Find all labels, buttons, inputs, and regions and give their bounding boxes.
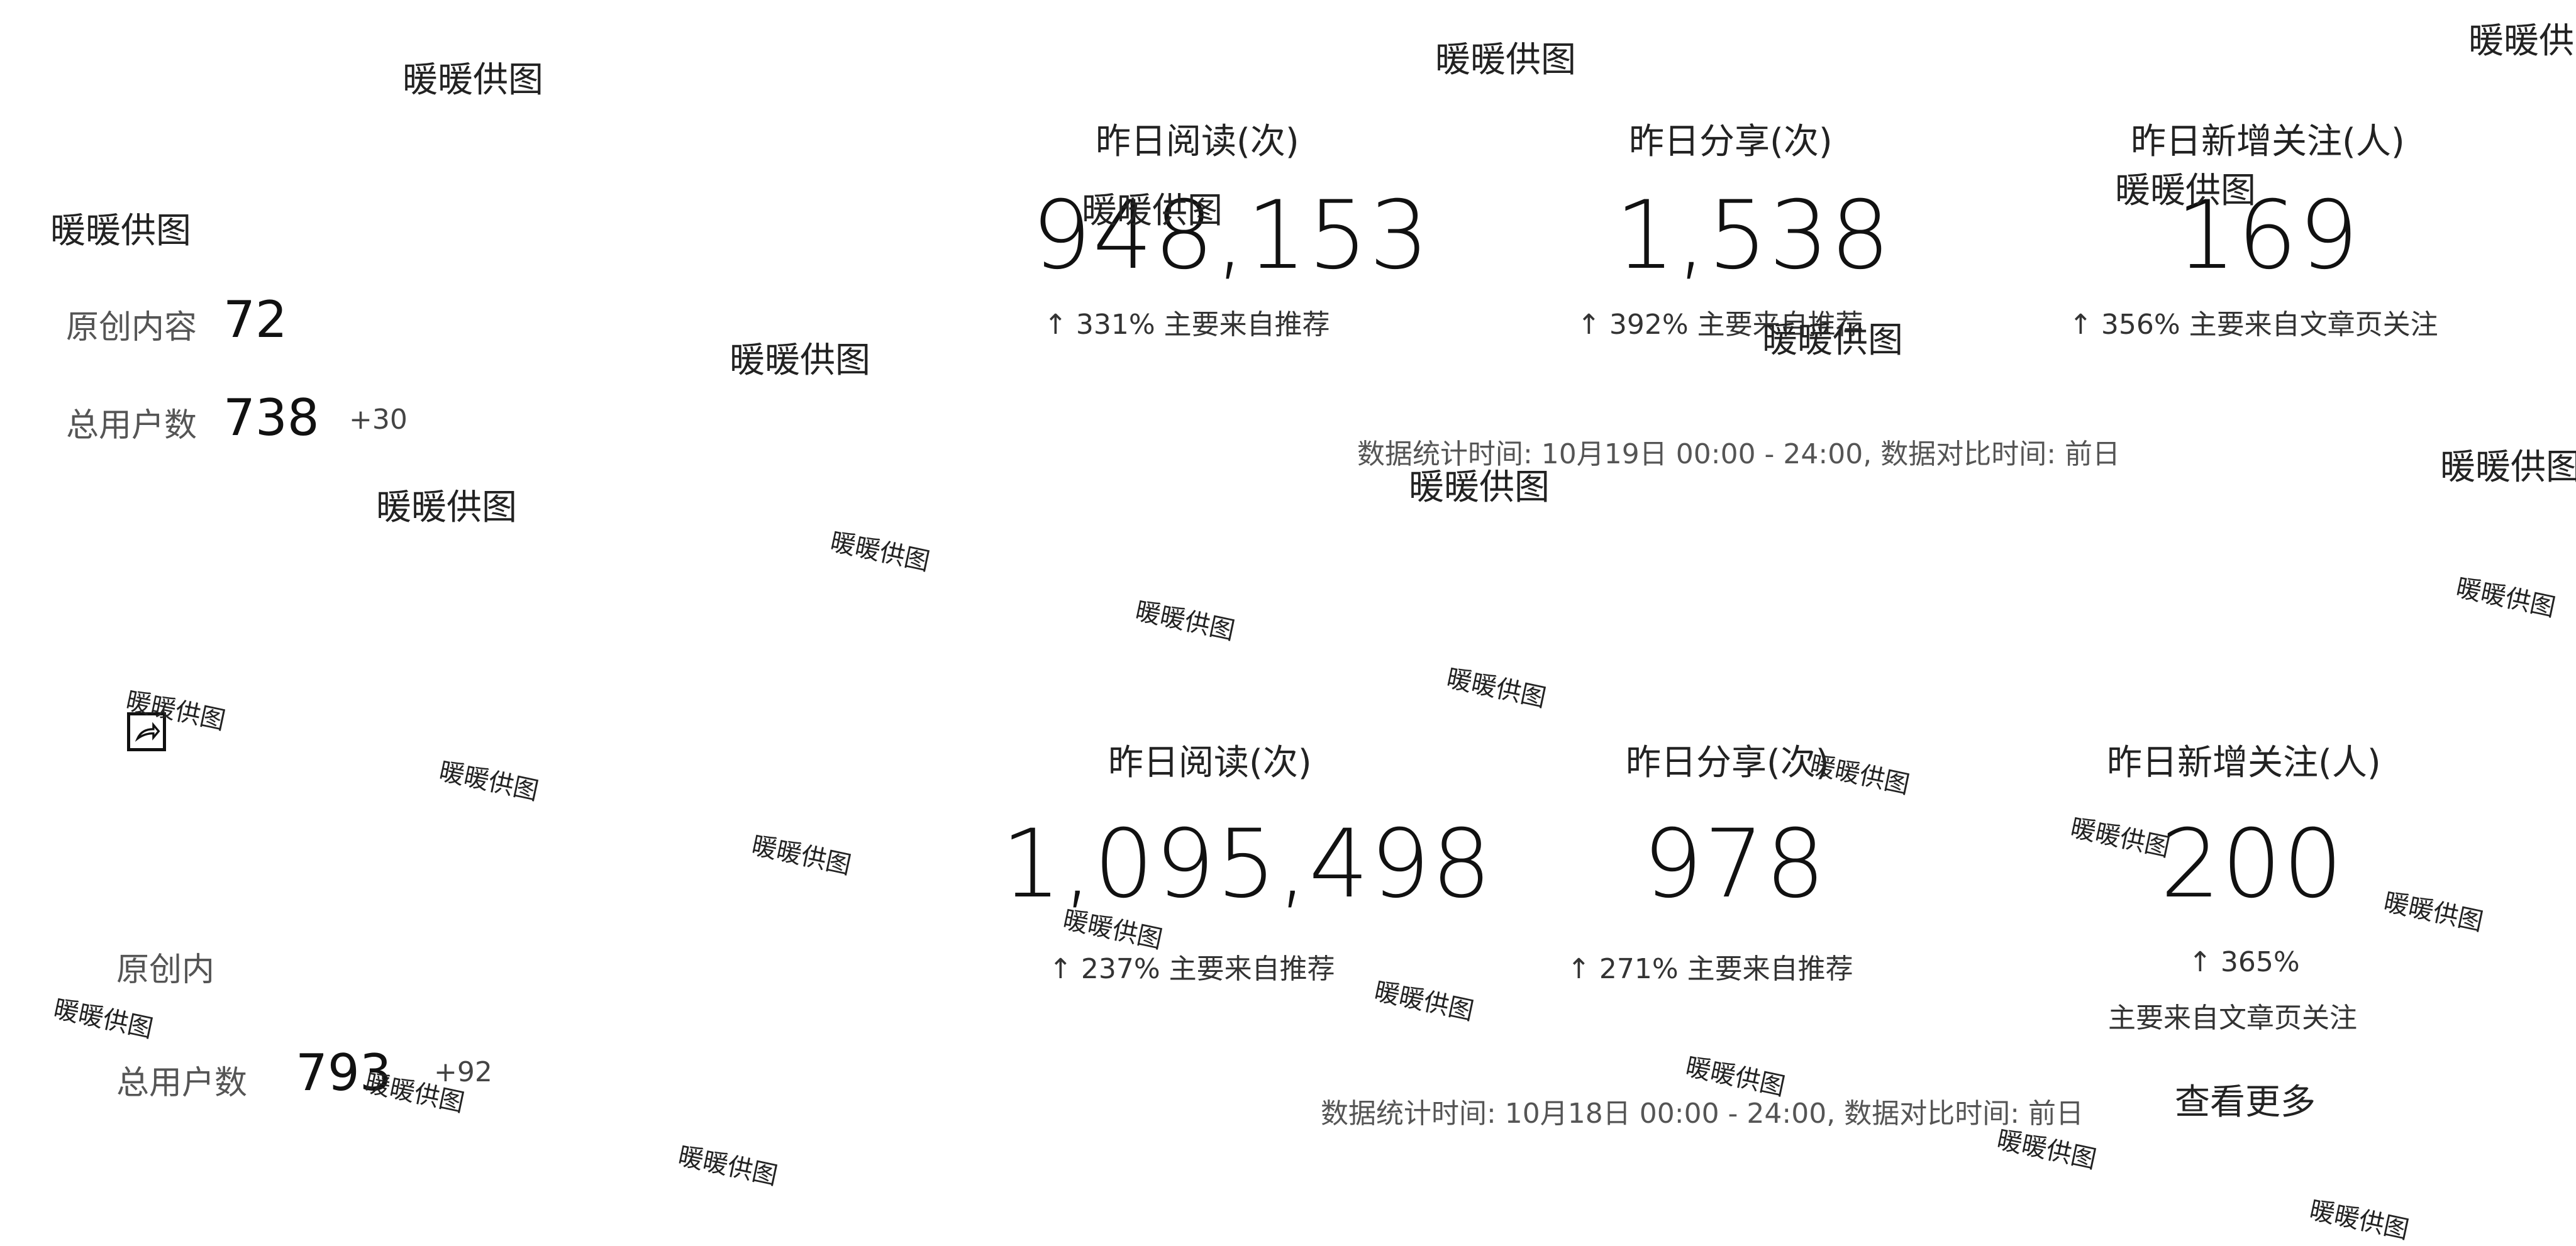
watermark: 暖暖供图 bbox=[436, 756, 541, 807]
watermark: 暖暖供图 bbox=[749, 830, 854, 881]
shares-label: 昨日分享(次) bbox=[1626, 742, 1829, 783]
watermark: 暖暖供图 bbox=[1133, 596, 1238, 646]
follows-label: 昨日新增关注(人) bbox=[2107, 742, 2381, 783]
follows-trend: ↑ 356% 主要来自文章页关注 bbox=[2069, 309, 2438, 341]
follows-trend-percent: ↑ 365% bbox=[2189, 946, 2300, 978]
watermark: 暖暖供图 bbox=[730, 340, 870, 381]
follows-value: 200 bbox=[2160, 810, 2345, 919]
original-content-label: 原创内容 bbox=[66, 309, 197, 346]
watermark: 暖暖供图 bbox=[376, 487, 517, 528]
reads-value: 1,095,498 bbox=[1001, 810, 1493, 919]
watermark: 暖暖供图 bbox=[2068, 813, 2173, 863]
shares-value: 978 bbox=[1643, 810, 1827, 919]
watermark: 暖暖供图 bbox=[1807, 750, 1913, 800]
watermark: 暖暖供图 bbox=[50, 211, 191, 251]
reads-value: 948,153 bbox=[1031, 181, 1431, 290]
total-users-delta: +30 bbox=[349, 404, 408, 436]
watermark: 暖暖供图 bbox=[2307, 1195, 2412, 1245]
stats-time-footer: 数据统计时间: 10月18日 00:00 - 24:00, 数据对比时间: 前日 bbox=[1321, 1098, 2084, 1130]
watermark: 暖暖供图 bbox=[1444, 663, 1549, 714]
shares-label: 昨日分享(次) bbox=[1629, 121, 1833, 162]
share-icon[interactable] bbox=[127, 712, 166, 751]
total-users-value: 793 bbox=[296, 1044, 392, 1102]
watermark: 暖暖供图 bbox=[1082, 190, 1223, 231]
reads-label: 昨日阅读(次) bbox=[1108, 742, 1312, 783]
watermark: 暖暖供图 bbox=[1372, 976, 1477, 1027]
watermark: 暖暖供图 bbox=[2381, 887, 2486, 937]
watermark: 暖暖供图 bbox=[402, 60, 543, 101]
original-content-label: 原创内 bbox=[116, 951, 215, 989]
follows-label: 昨日新增关注(人) bbox=[2131, 121, 2405, 162]
follows-trend-source: 主要来自文章页关注 bbox=[2108, 1002, 2357, 1034]
watermark: 暖暖供图 bbox=[2453, 573, 2558, 623]
original-content-value: 72 bbox=[223, 290, 287, 349]
watermark: 暖暖供图 bbox=[1762, 320, 1903, 361]
watermark: 暖暖供图 bbox=[675, 1141, 780, 1191]
reads-label: 昨日阅读(次) bbox=[1096, 121, 1299, 162]
total-users-label: 总用户数 bbox=[66, 407, 197, 444]
total-users-value: 738 bbox=[223, 389, 319, 447]
watermark: 暖暖供图 bbox=[828, 527, 933, 577]
watermark: 暖暖供图 bbox=[51, 994, 156, 1044]
shares-trend: ↑ 392% 主要来自推荐 bbox=[1577, 309, 1863, 341]
total-users-label: 总用户数 bbox=[116, 1064, 248, 1102]
reads-trend: ↑ 237% 主要来自推荐 bbox=[1049, 953, 1335, 985]
watermark: 暖暖供图 bbox=[2115, 170, 2256, 211]
watermark: 暖暖供图 bbox=[2440, 447, 2576, 488]
reads-trend: ↑ 331% 主要来自推荐 bbox=[1044, 309, 1330, 341]
stats-time-footer: 数据统计时间: 10月19日 00:00 - 24:00, 数据对比时间: 前日 bbox=[1357, 438, 2121, 470]
follows-value: 169 bbox=[2176, 181, 2360, 290]
watermark: 暖暖供图 bbox=[1435, 40, 1576, 80]
shares-trend: ↑ 271% 主要来自推荐 bbox=[1567, 953, 1853, 985]
shares-value: 1,538 bbox=[1615, 181, 1892, 290]
watermark: 暖暖供图 bbox=[1409, 467, 1550, 508]
total-users-delta: +92 bbox=[434, 1056, 492, 1088]
view-more-link[interactable]: 查看更多 bbox=[2175, 1082, 2316, 1123]
watermark: 暖暖供图 bbox=[2468, 21, 2576, 62]
